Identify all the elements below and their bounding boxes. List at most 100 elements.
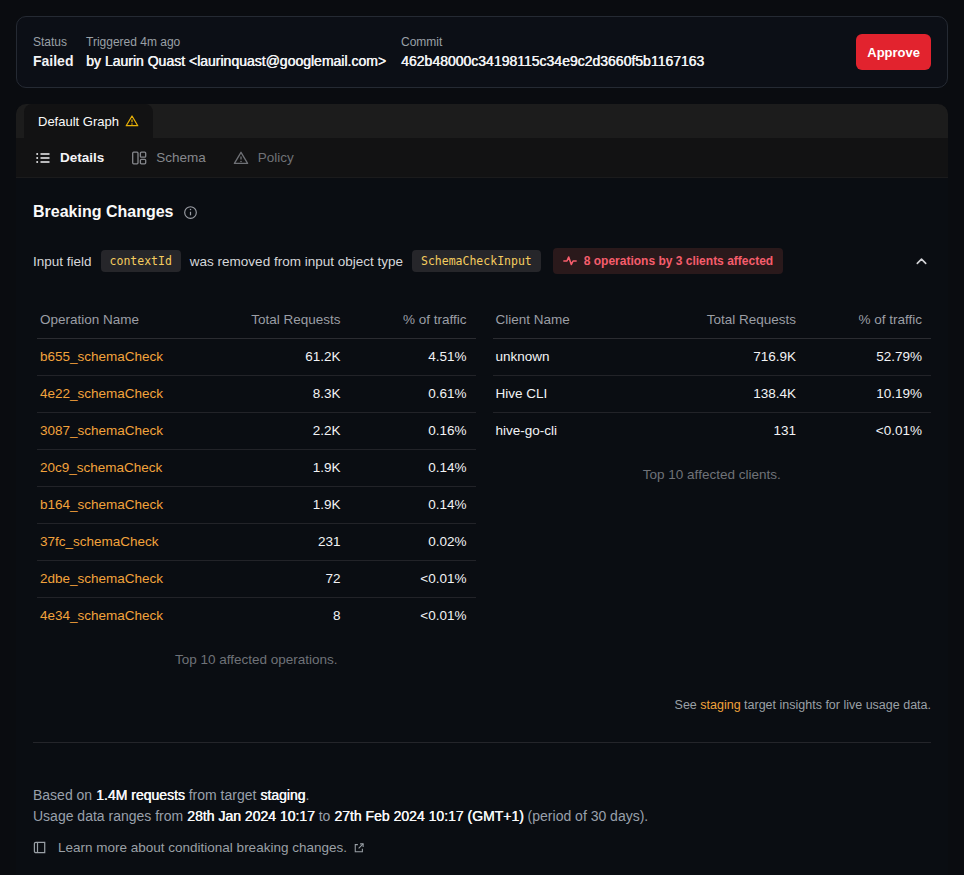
operation-name-link[interactable]: b655_schemaCheck <box>37 339 215 376</box>
collapse-change-button[interactable] <box>912 252 931 271</box>
affected-badge[interactable]: 8 operations by 3 clients affected <box>553 248 783 274</box>
operations-header-requests: Total Requests <box>215 306 341 339</box>
operation-requests: 2.2K <box>215 413 341 450</box>
operation-requests: 72 <box>215 561 341 598</box>
insights-note: See staging target insights for live usa… <box>33 698 931 713</box>
client-name: hive-go-cli <box>493 413 634 450</box>
approve-button[interactable]: Approve <box>856 34 931 70</box>
breaking-changes-title: Breaking Changes <box>33 203 173 221</box>
operation-traffic: 0.14% <box>341 487 476 524</box>
client-name: unknown <box>493 339 634 376</box>
client-traffic: 10.19% <box>796 376 931 413</box>
operation-row: 4e22_schemaCheck8.3K0.61% <box>37 376 476 413</box>
learn-more-link[interactable]: Learn more about conditional breaking ch… <box>58 840 347 855</box>
operation-row: 2dbe_schemaCheck72<0.01% <box>37 561 476 598</box>
clients-header-traffic: % of traffic <box>796 306 931 339</box>
operation-row: 37fc_schemaCheck2310.02% <box>37 524 476 561</box>
tab-details[interactable]: Details <box>35 150 104 166</box>
operations-header-traffic: % of traffic <box>341 306 476 339</box>
check-panel: Default Graph Details Schema Policy Brea… <box>16 104 948 875</box>
change-text-middle: was removed from input object type <box>190 254 403 269</box>
text: (period of 30 days). <box>524 808 649 824</box>
operation-row: 20c9_schemaCheck1.9K0.14% <box>37 450 476 487</box>
operation-name-link[interactable]: 37fc_schemaCheck <box>37 524 215 561</box>
operations-table: Operation Name Total Requests % of traff… <box>37 306 476 634</box>
client-row: Hive CLI138.4K10.19% <box>493 376 932 413</box>
usage-tables: Operation Name Total Requests % of traff… <box>37 306 931 668</box>
clients-column: Client Name Total Requests % of traffic … <box>493 306 932 668</box>
operation-traffic: 0.02% <box>341 524 476 561</box>
triggered-label: Triggered 4m ago <box>86 35 401 49</box>
usage-summary-line2: Usage data ranges from 28th Jan 2024 10:… <box>33 806 931 827</box>
operation-traffic: 0.16% <box>341 413 476 450</box>
operation-name-link[interactable]: 3087_schemaCheck <box>37 413 215 450</box>
tab-policy[interactable]: Policy <box>233 150 294 166</box>
range-start: 28th Jan 2024 10:17 <box>187 808 315 824</box>
clients-caption: Top 10 affected clients. <box>493 467 932 483</box>
affected-badge-label: 8 operations by 3 clients affected <box>584 254 773 268</box>
clients-table: Client Name Total Requests % of traffic … <box>493 306 932 449</box>
operation-requests: 61.2K <box>215 339 341 376</box>
clients-header-name: Client Name <box>493 306 634 339</box>
operation-requests: 8 <box>215 598 341 635</box>
operation-traffic: 0.61% <box>341 376 476 413</box>
operations-caption: Top 10 affected operations. <box>37 652 476 668</box>
clients-header-requests: Total Requests <box>633 306 796 339</box>
triggered-value: by Laurin Quast <laurinquast@googlemail.… <box>86 53 401 69</box>
text: from target <box>185 787 260 803</box>
operation-name-link[interactable]: 4e34_schemaCheck <box>37 598 215 635</box>
chevron-up-icon <box>914 254 929 269</box>
activity-icon <box>563 254 577 268</box>
client-requests: 716.9K <box>633 339 796 376</box>
staging-link[interactable]: staging <box>700 698 740 712</box>
client-row: unknown716.9K52.79% <box>493 339 932 376</box>
schema-check-page: Status Failed Triggered 4m ago by Laurin… <box>0 16 964 875</box>
policy-warning-icon <box>233 150 249 166</box>
operation-name-link[interactable]: 4e22_schemaCheck <box>37 376 215 413</box>
info-icon[interactable] <box>183 205 198 220</box>
operation-name-link[interactable]: 2dbe_schemaCheck <box>37 561 215 598</box>
text: to <box>315 808 334 824</box>
range-end: 27th Feb 2024 10:17 (GMT+1) <box>334 808 524 824</box>
triggered-column: Triggered 4m ago by Laurin Quast <laurin… <box>86 35 401 69</box>
operation-name-link[interactable]: 20c9_schemaCheck <box>37 450 215 487</box>
operation-name-link[interactable]: b164_schemaCheck <box>37 487 215 524</box>
insights-suffix: target insights for live usage data. <box>741 698 931 712</box>
details-content: Breaking Changes Input field contextId w… <box>16 203 948 875</box>
usage-summary-line1: Based on 1.4M requests from target stagi… <box>33 785 931 806</box>
requests-count: 1.4M requests <box>96 787 185 803</box>
check-tabs: Details Schema Policy <box>16 138 948 178</box>
operation-traffic: 4.51% <box>341 339 476 376</box>
list-icon <box>35 150 51 166</box>
client-traffic: <0.01% <box>796 413 931 450</box>
graph-tab-label: Default Graph <box>38 114 119 129</box>
text: Usage data ranges from <box>33 808 187 824</box>
insights-prefix: See <box>675 698 701 712</box>
operation-row: 4e34_schemaCheck8<0.01% <box>37 598 476 635</box>
commit-column: Commit 462b48000c34198115c34e9c2d3660f5b… <box>401 35 856 69</box>
status-label: Status <box>33 35 86 49</box>
external-link-icon <box>353 842 365 854</box>
operation-traffic: <0.01% <box>341 561 476 598</box>
book-icon <box>33 840 48 855</box>
client-requests: 131 <box>633 413 796 450</box>
client-name: Hive CLI <box>493 376 634 413</box>
check-summary-card: Status Failed Triggered 4m ago by Laurin… <box>16 16 948 88</box>
type-name-chip: SchemaCheckInput <box>412 250 541 272</box>
target-name: staging <box>260 787 305 803</box>
commit-value: 462b48000c34198115c34e9c2d3660f5b1167163 <box>401 53 856 69</box>
operation-requests: 8.3K <box>215 376 341 413</box>
graph-tab-strip: Default Graph <box>16 104 948 138</box>
usage-summary: Based on 1.4M requests from target stagi… <box>33 785 931 826</box>
tab-default-graph[interactable]: Default Graph <box>24 104 153 138</box>
tab-policy-label: Policy <box>258 150 294 165</box>
operation-traffic: 0.14% <box>341 450 476 487</box>
operations-header-name: Operation Name <box>37 306 215 339</box>
operation-traffic: <0.01% <box>341 598 476 635</box>
text: Based on <box>33 787 96 803</box>
operations-column: Operation Name Total Requests % of traff… <box>37 306 476 668</box>
client-traffic: 52.79% <box>796 339 931 376</box>
commit-label: Commit <box>401 35 856 49</box>
tab-schema[interactable]: Schema <box>131 150 206 166</box>
client-row: hive-go-cli131<0.01% <box>493 413 932 450</box>
